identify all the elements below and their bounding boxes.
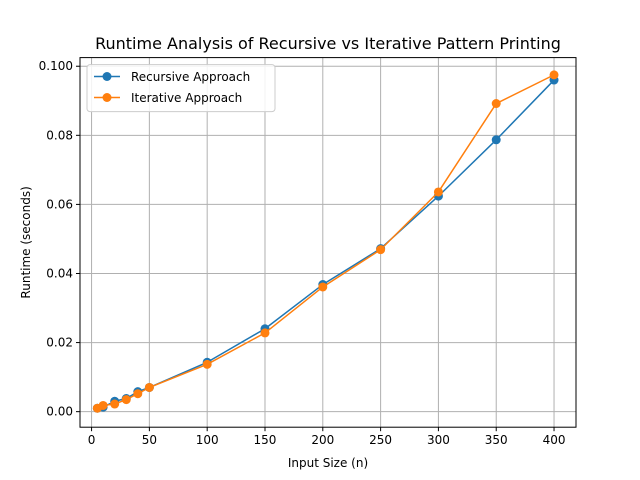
data-point-iterative <box>260 328 270 338</box>
legend-label-iterative: Iterative Approach <box>131 91 242 105</box>
chart-title: Runtime Analysis of Recursive vs Iterati… <box>95 34 561 53</box>
y-tick-label: 0.00 <box>46 405 73 419</box>
series-line-recursive <box>97 79 555 409</box>
data-point-iterative <box>121 395 131 405</box>
x-tick-label: 200 <box>311 433 334 447</box>
legend-box <box>86 64 276 113</box>
y-axis-label: Runtime (seconds) <box>19 186 33 298</box>
y-tick-label: 0.04 <box>46 266 73 280</box>
y-tick-label: 0.100 <box>39 59 73 73</box>
x-tick-label: 400 <box>543 433 566 447</box>
data-point-iterative <box>376 245 386 255</box>
data-point-iterative <box>110 399 120 409</box>
legend: Recursive Approach Iterative Approach <box>86 64 276 113</box>
data-point-iterative <box>318 282 328 292</box>
x-tick-label: 50 <box>142 433 157 447</box>
x-tick-label: 350 <box>485 433 508 447</box>
data-point-iterative <box>202 359 212 369</box>
data-point-iterative <box>144 382 154 392</box>
legend-marker-recursive <box>102 72 112 81</box>
legend-marker-iterative <box>102 93 112 102</box>
grid <box>80 57 576 428</box>
legend-label-recursive: Recursive Approach <box>131 70 250 84</box>
x-tick-label: 300 <box>427 433 450 447</box>
series-layer <box>92 70 559 413</box>
x-tick-label: 0 <box>88 433 96 447</box>
axis-ticks: 0 50 100 150 200 250 300 350 400 0.00 0.02 0.04 0.06… <box>39 59 566 447</box>
data-point-recursive <box>491 135 501 145</box>
y-tick-label: 0.08 <box>46 128 73 142</box>
data-point-iterative <box>433 187 443 197</box>
data-point-iterative <box>98 400 108 410</box>
x-tick-label: 250 <box>369 433 392 447</box>
data-point-iterative <box>491 99 501 109</box>
data-point-iterative <box>133 389 143 399</box>
x-tick-label: 100 <box>196 433 219 447</box>
series-line-iterative <box>97 74 555 409</box>
y-tick-label: 0.02 <box>46 336 73 350</box>
plot-area-frame <box>79 57 577 428</box>
data-point-iterative <box>549 70 559 80</box>
x-axis-label: Input Size (n) <box>288 456 368 470</box>
y-tick-label: 0.06 <box>46 197 73 211</box>
x-tick-label: 150 <box>254 433 277 447</box>
